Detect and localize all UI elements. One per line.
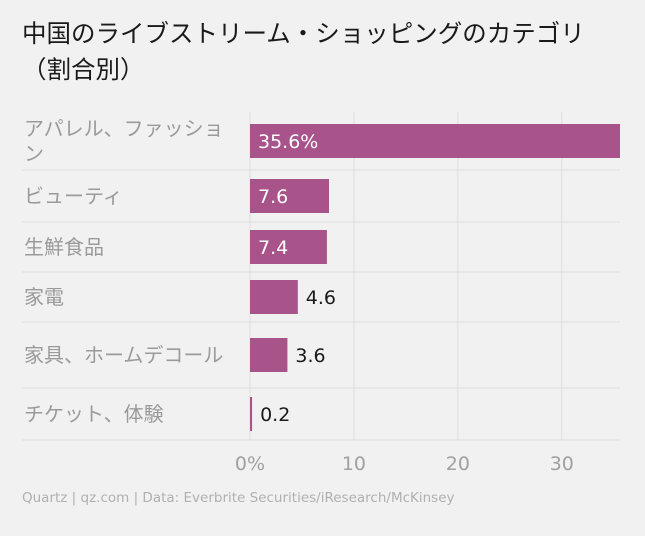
chart-title: 中国のライブストリーム・ショッピングのカテゴリ（割合別） — [22, 19, 585, 84]
category-label: 家具、ホームデコール — [24, 343, 223, 367]
category-label: 家電 — [24, 285, 64, 309]
bar — [250, 124, 620, 158]
x-tick-label: 0% — [235, 453, 265, 475]
bar — [250, 280, 298, 314]
bar — [250, 179, 329, 213]
bar — [250, 230, 327, 264]
bar-value-label: 3.6 — [295, 345, 325, 367]
bar-value-label: 35.6% — [258, 131, 318, 153]
bar — [250, 338, 288, 372]
bar-value-label: 4.6 — [306, 287, 336, 309]
bar — [250, 397, 253, 431]
x-tick-label: 20 — [446, 453, 470, 475]
bar-value-label: 0.2 — [260, 404, 290, 426]
x-tick-label: 30 — [550, 453, 574, 475]
bar-value-label: 7.6 — [258, 186, 288, 208]
category-label: チケット、体験 — [24, 402, 164, 426]
category-label: ビューティ — [24, 184, 123, 208]
category-label: アパレル、ファッション — [24, 117, 224, 166]
category-label: 生鮮食品 — [24, 235, 104, 259]
bar-value-label: 7.4 — [258, 237, 288, 259]
source-footer: Quartz | qz.com | Data: Everbrite Securi… — [22, 490, 455, 506]
x-tick-label: 10 — [342, 453, 366, 475]
